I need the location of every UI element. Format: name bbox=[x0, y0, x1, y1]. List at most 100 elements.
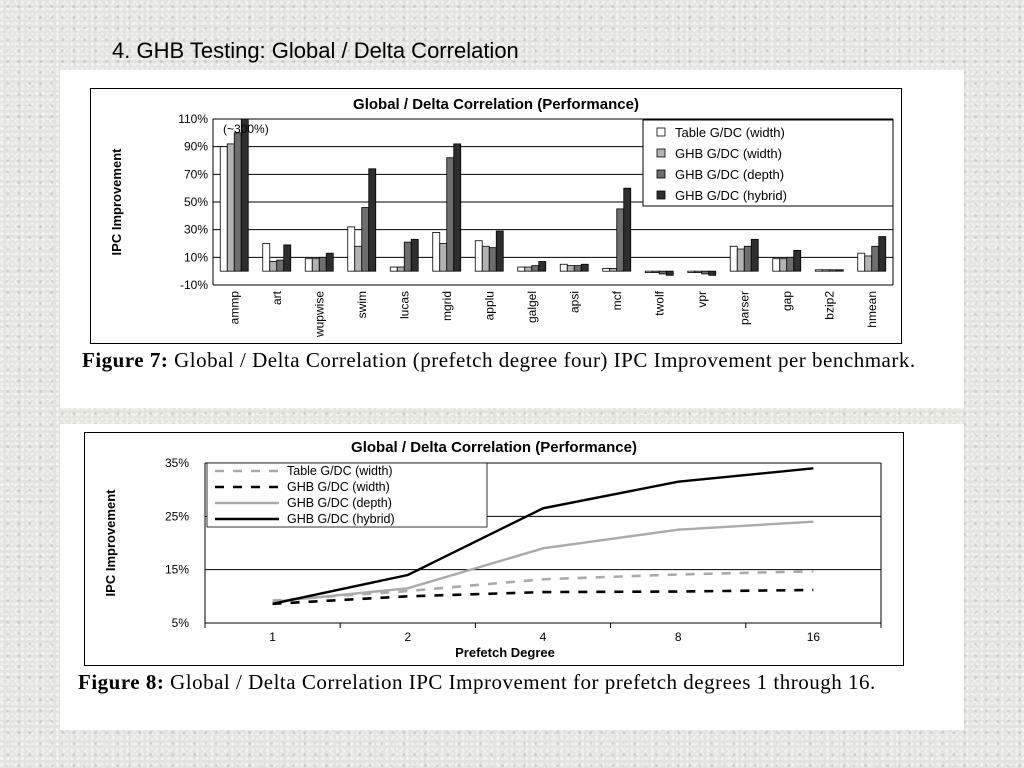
bar-category-label: lucas bbox=[397, 291, 411, 319]
bar-category-label: wupwise bbox=[312, 291, 326, 338]
bar-art-s3 bbox=[283, 244, 292, 272]
bar-mcf-s1 bbox=[609, 267, 618, 272]
bar-gap-s1 bbox=[779, 258, 788, 272]
figure-8-caption: Figure 8: Global / Delta Correlation IPC… bbox=[78, 670, 938, 694]
bar-chart-frame: Global / Delta Correlation (Performance)… bbox=[90, 88, 902, 344]
bar-apsi-s3 bbox=[580, 263, 589, 272]
bar-category-label: parser bbox=[737, 291, 751, 325]
bar-twolf-s3 bbox=[665, 270, 674, 276]
bar-lucas-s0 bbox=[389, 266, 398, 272]
bar-hmean-s3 bbox=[878, 236, 887, 272]
bar-ytick-label: 70% bbox=[184, 167, 208, 181]
bar-swim-s2 bbox=[361, 207, 370, 272]
bar-legend bbox=[642, 119, 894, 207]
bar-mcf-s3 bbox=[623, 187, 632, 272]
figure-7-label: Figure 7: bbox=[82, 348, 169, 372]
bar-swim-s0 bbox=[347, 226, 356, 272]
bar-category-label: ammp bbox=[227, 291, 241, 325]
line-legend-label: Table G/DC (width) bbox=[287, 464, 393, 478]
bar-category-label: swim bbox=[355, 291, 369, 318]
figure-7-panel: Global / Delta Correlation (Performance)… bbox=[60, 70, 964, 408]
bar-lucas-s3 bbox=[410, 238, 419, 272]
line-ytick-label: 35% bbox=[165, 456, 189, 470]
bar-wupwise-s2 bbox=[318, 256, 327, 272]
line-series-0 bbox=[272, 569, 814, 602]
bar-applu-s3 bbox=[495, 230, 504, 272]
line-ytick-label: 5% bbox=[172, 616, 190, 630]
bar-vpr-s0 bbox=[687, 270, 696, 273]
bar-vpr-s1 bbox=[694, 270, 703, 273]
line-ytick-label: 15% bbox=[165, 563, 189, 577]
bar-chart: Global / Delta Correlation (Performance)… bbox=[109, 96, 894, 338]
bar-parser-s0 bbox=[729, 245, 738, 272]
bar-gap-s3 bbox=[793, 250, 802, 272]
line-chart-title: Global / Delta Correlation (Performance) bbox=[351, 439, 637, 456]
bar-apsi-s2 bbox=[573, 265, 582, 272]
bar-legend-label: GHB G/DC (width) bbox=[675, 146, 782, 161]
bar-art-s0 bbox=[262, 243, 271, 272]
bar-category-label: applu bbox=[482, 291, 496, 320]
line-legend bbox=[206, 462, 488, 528]
figure-8-label: Figure 8: bbox=[78, 670, 165, 694]
line-xtick-label: 16 bbox=[807, 630, 821, 644]
bar-parser-s1 bbox=[736, 248, 745, 272]
bar-category-label: apsi bbox=[567, 291, 581, 313]
bar-galgel-s0 bbox=[517, 266, 526, 272]
line-ytick-label: 25% bbox=[165, 509, 189, 523]
bar-galgel-s1 bbox=[524, 266, 533, 272]
bar-swim-s1 bbox=[354, 245, 363, 272]
bar-wupwise-s0 bbox=[304, 258, 313, 272]
bar-legend-label: GHB G/DC (hybrid) bbox=[675, 188, 787, 203]
bar-applu-s2 bbox=[488, 247, 497, 272]
figure-7-text: Global / Delta Correlation (prefetch deg… bbox=[168, 348, 916, 372]
bar-ytick-label: -10% bbox=[180, 278, 208, 292]
bar-twolf-s0 bbox=[644, 270, 653, 273]
bar-art-s1 bbox=[269, 261, 278, 272]
bar-chart-title: Global / Delta Correlation (Performance) bbox=[353, 96, 639, 113]
bar-twolf-s1 bbox=[651, 270, 660, 273]
bar-wupwise-s1 bbox=[311, 258, 320, 272]
bar-ammp-s3 bbox=[240, 118, 249, 272]
bar-mgrid-s2 bbox=[446, 157, 455, 272]
bar-legend-swatch bbox=[656, 169, 666, 179]
bar-chart-ylabel: IPC Improvement bbox=[109, 148, 124, 256]
bar-bzip2-s1 bbox=[821, 269, 830, 272]
bar-category-label: galgel bbox=[525, 291, 539, 323]
bar-mgrid-s0 bbox=[432, 232, 441, 272]
line-chart-xlabel: Prefetch Degree bbox=[455, 645, 555, 660]
bar-ytick-label: 10% bbox=[184, 250, 208, 264]
bar-ytick-label: 50% bbox=[184, 195, 208, 209]
bar-twolf-s2 bbox=[658, 270, 667, 275]
bar-hmean-s0 bbox=[857, 252, 866, 272]
figure-8-panel: Global / Delta Correlation (Performance)… bbox=[60, 424, 964, 730]
bar-category-label: gap bbox=[780, 291, 794, 311]
bar-art-s2 bbox=[276, 259, 285, 272]
bar-galgel-s2 bbox=[531, 265, 540, 272]
bar-hmean-s1 bbox=[864, 255, 873, 272]
bar-lucas-s2 bbox=[403, 241, 412, 272]
bar-mcf-s2 bbox=[616, 208, 625, 272]
bar-ytick-label: 30% bbox=[184, 223, 208, 237]
bar-parser-s3 bbox=[750, 238, 759, 272]
line-legend-label: GHB G/DC (width) bbox=[287, 480, 390, 494]
bar-mgrid-s3 bbox=[453, 143, 462, 272]
bar-category-label: mgrid bbox=[440, 291, 454, 321]
bar-legend-swatch bbox=[656, 190, 666, 200]
bar-applu-s1 bbox=[481, 245, 490, 272]
bar-ammp-s0 bbox=[219, 146, 228, 272]
bar-ammp-s1 bbox=[226, 143, 235, 272]
bar-bzip2-s3 bbox=[835, 269, 844, 272]
line-chart-frame: Global / Delta Correlation (Performance)… bbox=[84, 432, 904, 666]
line-xtick-label: 8 bbox=[675, 630, 682, 644]
bar-bzip2-s0 bbox=[814, 269, 823, 272]
figure-8-text: Global / Delta Correlation IPC Improveme… bbox=[164, 670, 876, 694]
line-series-1 bbox=[272, 588, 814, 606]
line-series-3 bbox=[272, 467, 814, 605]
bar-legend-swatch bbox=[656, 148, 666, 158]
line-chart-ylabel: IPC Improvement bbox=[103, 489, 118, 597]
bar-lucas-s1 bbox=[396, 266, 405, 272]
bar-legend-label: Table G/DC (width) bbox=[675, 125, 785, 140]
bar-apsi-s1 bbox=[566, 265, 575, 272]
bar-mgrid-s1 bbox=[439, 243, 448, 272]
bar-annotation: (~300%) bbox=[223, 122, 269, 136]
